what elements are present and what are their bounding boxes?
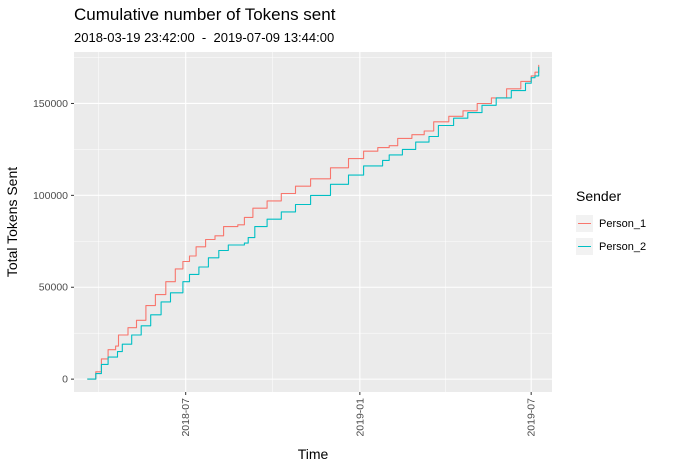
legend-item-person-2: Person_2	[576, 235, 646, 258]
legend-key-person-2	[576, 238, 593, 255]
y-tick-label: 50000	[39, 282, 68, 294]
series-lines	[87, 64, 540, 380]
plot-panel	[74, 52, 552, 392]
x-tick-label: 2019-01	[354, 398, 366, 437]
grid-minor	[74, 52, 552, 392]
chart-subtitle: 2018-03-19 23:42:00 - 2019-07-09 13:44:0…	[74, 30, 334, 45]
y-tick-label: 0	[62, 374, 68, 386]
legend-label-person-2: Person_2	[599, 240, 647, 253]
legend-label-person-1: Person_1	[599, 217, 647, 230]
legend-item-person-1: Person_1	[576, 212, 646, 235]
y-axis: 0 50000 100000 150000	[33, 98, 74, 386]
x-tick-label: 2018-07	[180, 398, 192, 437]
y-axis-label: Total Tokens Sent	[4, 167, 20, 277]
series-line-2	[87, 66, 540, 380]
y-tick-label: 150000	[33, 98, 68, 110]
series-line-1	[87, 64, 540, 380]
legend: Sender Person_1 Person_2	[576, 188, 646, 258]
legend-title: Sender	[576, 188, 622, 204]
y-tick-label: 100000	[33, 190, 68, 202]
x-tick-label: 2019-07	[526, 398, 538, 437]
x-axis-label: Time	[298, 446, 329, 462]
legend-key-person-1	[576, 215, 593, 232]
x-axis: 2018-07 2019-01 2019-07	[180, 392, 538, 437]
chart-title: Cumulative number of Tokens sent	[74, 5, 336, 24]
